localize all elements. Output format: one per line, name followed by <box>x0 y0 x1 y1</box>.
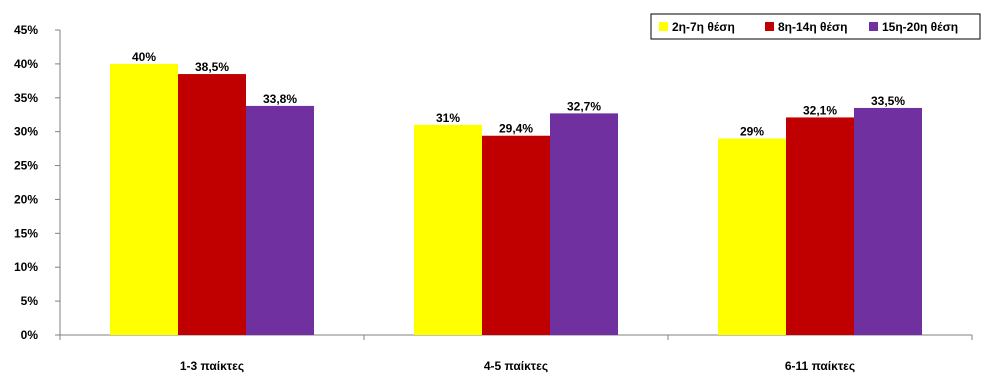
legend-swatch[interactable] <box>659 22 668 31</box>
legend[interactable]: 2η-7η θέση 8η-14η θέση 15η-20η θέση <box>650 13 981 40</box>
legend-item-label[interactable]: 8η-14η θέση <box>778 20 847 34</box>
y-tick-label: 40% <box>14 57 38 71</box>
data-label: 31% <box>436 111 460 125</box>
legend-swatch[interactable] <box>869 22 878 31</box>
data-label: 32,1% <box>803 103 837 117</box>
bar <box>178 74 246 336</box>
y-tick-label: 0% <box>21 328 39 342</box>
bar <box>786 117 854 335</box>
x-category-label: 6-11 παίκτες <box>785 359 855 373</box>
bar <box>414 124 482 335</box>
bars <box>110 63 922 336</box>
y-tick-label: 45% <box>14 23 38 37</box>
y-tick-label: 15% <box>14 226 38 240</box>
y-tick-label: 20% <box>14 192 38 206</box>
data-label: 29% <box>740 124 764 138</box>
legend-item-label[interactable]: 2η-7η θέση <box>672 20 735 34</box>
legend-swatch[interactable] <box>765 22 774 31</box>
data-label: 32,7% <box>567 99 601 113</box>
y-tick-label: 35% <box>14 91 38 105</box>
x-category-label: 1-3 παίκτες <box>180 359 244 373</box>
bar <box>246 105 314 336</box>
legend-item-label[interactable]: 15η-20η θέση <box>882 20 958 34</box>
data-label: 33,5% <box>871 94 905 108</box>
bar <box>854 107 922 335</box>
bar <box>550 113 618 335</box>
data-label: 29,4% <box>499 122 533 136</box>
data-label: 33,8% <box>263 92 297 106</box>
x-category-label: 4-5 παίκτες <box>484 359 548 373</box>
y-tick-label: 5% <box>21 294 39 308</box>
data-labels: 40% 38,5% 33,8% 31% 29,4% 32,7% 29% 32,1% 33,5% <box>132 50 905 139</box>
data-label: 38,5% <box>195 60 229 74</box>
y-tick-label: 25% <box>14 159 38 173</box>
bar <box>718 138 786 335</box>
legend-box <box>650 13 981 40</box>
bar <box>482 135 550 335</box>
y-tick-label: 30% <box>14 125 38 139</box>
y-tick-label: 10% <box>14 260 38 274</box>
data-label: 40% <box>132 50 156 64</box>
bar <box>110 63 178 336</box>
